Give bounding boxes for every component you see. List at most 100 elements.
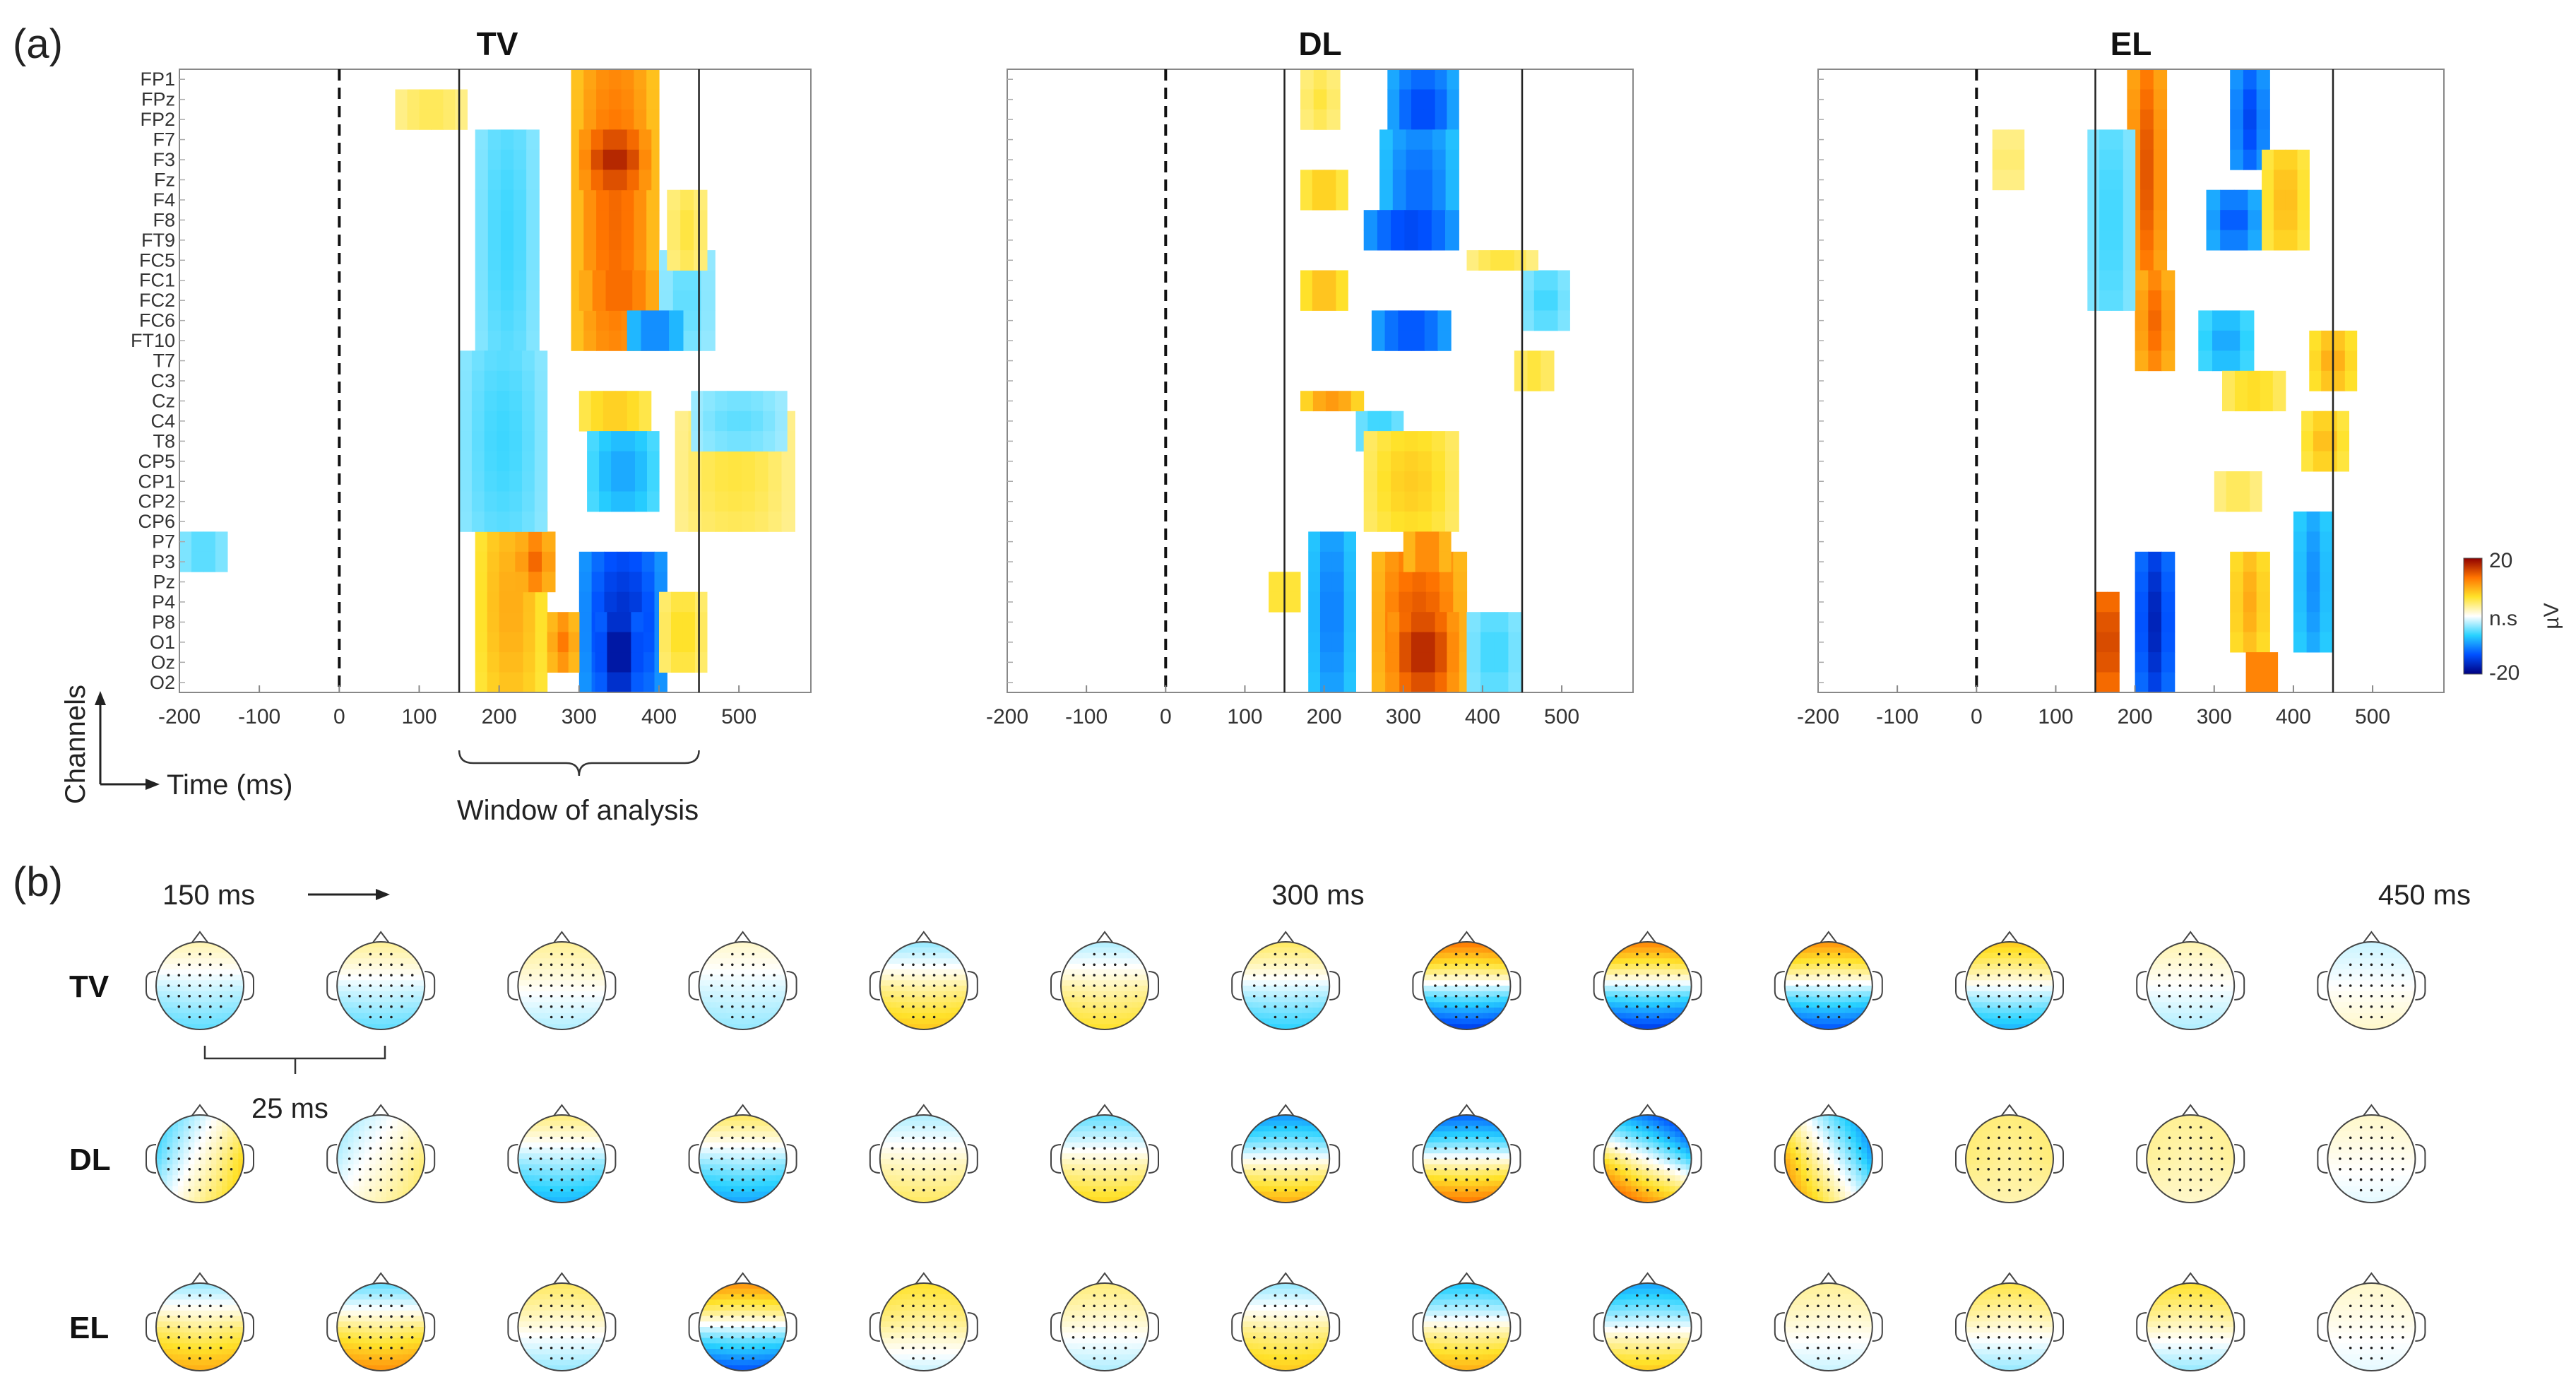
topo-cell xyxy=(1817,942,1824,948)
heatmap-cell xyxy=(571,69,584,90)
heatmap-cell xyxy=(639,391,652,412)
topo-cell xyxy=(1663,1008,1670,1014)
heatmap-cell xyxy=(1419,149,1433,170)
topo-cell xyxy=(1653,958,1659,964)
topo-cell xyxy=(780,969,787,976)
topo-cell xyxy=(1439,947,1445,954)
electrode xyxy=(1093,1015,1096,1019)
heatmap-cell xyxy=(1494,632,1509,653)
topo-cell xyxy=(408,1024,415,1029)
heatmap-cell xyxy=(475,230,489,251)
topo-cell xyxy=(1801,1024,1808,1029)
topo-cell xyxy=(2157,942,2164,948)
topo-cell xyxy=(2190,952,2197,959)
topo-cell xyxy=(896,964,903,970)
heatmap-cell xyxy=(2111,290,2124,311)
topo-cell xyxy=(956,986,963,992)
electrode xyxy=(1305,963,1308,967)
electrode xyxy=(1103,995,1106,998)
topo-cell xyxy=(1072,942,1078,948)
heatmap-cell xyxy=(2313,431,2326,451)
heatmap-cell xyxy=(484,350,497,372)
heatmap-cell xyxy=(407,109,420,130)
topo-cell xyxy=(1252,980,1259,986)
topo-cell xyxy=(550,969,557,976)
topo-cell xyxy=(1653,980,1659,986)
topo-cell xyxy=(1653,942,1659,948)
heatmap-cell xyxy=(1445,511,1459,532)
topo-cell xyxy=(913,974,919,981)
heatmap-cell xyxy=(2135,632,2149,653)
topo-cell xyxy=(2371,947,2378,954)
topo-cell xyxy=(1302,996,1308,1003)
electrode xyxy=(710,984,713,987)
electrode xyxy=(550,995,553,998)
topo-cell xyxy=(545,1002,552,1008)
topo-cell xyxy=(583,942,590,948)
topo-cell xyxy=(386,1013,393,1020)
topo-cell xyxy=(1247,964,1254,970)
topo-cell xyxy=(364,942,371,948)
topo-cell xyxy=(1647,1024,1654,1029)
heatmap-cell xyxy=(1377,471,1391,492)
heatmap-cell xyxy=(578,652,593,673)
heatmap-cell xyxy=(1432,189,1447,211)
electrode xyxy=(1444,984,1447,987)
heatmap-cell xyxy=(2226,350,2240,372)
topo-cell xyxy=(381,980,387,986)
topo-cell xyxy=(1483,969,1489,976)
topo-cell xyxy=(945,974,952,981)
heatmap-cell xyxy=(754,451,769,472)
topo-cell xyxy=(1784,1013,1791,1020)
topo-cell xyxy=(2195,1013,2202,1020)
heatmap-cell xyxy=(2008,149,2025,170)
topo-cell xyxy=(556,958,562,964)
topo-cell xyxy=(1088,1002,1095,1008)
heatmap-cell xyxy=(1425,591,1440,613)
colorbar-min-label: -20 xyxy=(2489,661,2519,685)
heatmap-cell xyxy=(523,591,536,613)
head-outline xyxy=(1783,941,1873,1030)
heatmap-cell xyxy=(2230,109,2244,130)
heatmap-cell xyxy=(634,89,647,110)
electrode xyxy=(1625,995,1628,998)
topo-cell xyxy=(2207,969,2213,976)
channel-label: FC5 xyxy=(139,249,175,271)
topo-cell xyxy=(1845,986,1851,992)
topo-cell xyxy=(2036,958,2043,964)
electrode xyxy=(230,974,233,976)
topo-cell xyxy=(183,958,190,964)
topo-cell xyxy=(172,986,179,992)
topo-cell xyxy=(1971,1002,1978,1008)
topo-cell xyxy=(2026,991,2032,998)
electrode xyxy=(1454,1015,1458,1019)
topo-cell xyxy=(210,969,217,976)
topo-cell xyxy=(1850,991,1857,998)
topo-cell xyxy=(2014,1013,2022,1020)
heatmap-cell xyxy=(687,310,701,331)
topo-cell xyxy=(934,974,941,981)
heatmap-cell xyxy=(2206,230,2221,251)
electrode xyxy=(1817,974,1820,976)
topo-cell xyxy=(528,1024,535,1029)
topo-cell xyxy=(540,1002,546,1008)
topo-cell xyxy=(1658,991,1665,998)
heatmap-cell xyxy=(2240,350,2255,372)
topo-cell xyxy=(540,947,546,954)
heatmap-cell xyxy=(1447,632,1459,653)
topo-cell xyxy=(1280,1018,1286,1025)
topo-cell xyxy=(2217,1013,2224,1020)
topo-cell xyxy=(2026,986,2032,992)
topo-cell xyxy=(2190,969,2197,976)
electrode xyxy=(177,1005,181,1008)
topo-cell xyxy=(216,1018,222,1025)
topo-cell xyxy=(381,964,387,970)
topo-cell xyxy=(1461,958,1467,964)
topo-cell xyxy=(161,969,168,976)
topo-cell xyxy=(1856,952,1862,959)
heatmap-cell xyxy=(583,109,597,130)
topo-cell xyxy=(1252,996,1259,1003)
topo-cell xyxy=(589,1024,595,1029)
topo-cell xyxy=(2031,974,2038,981)
topo-cell xyxy=(210,958,217,964)
